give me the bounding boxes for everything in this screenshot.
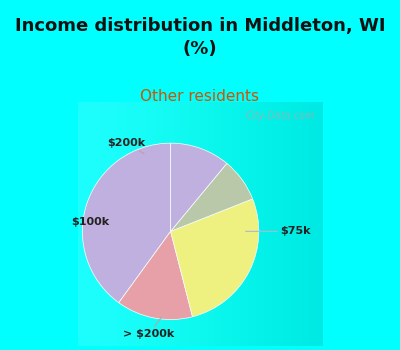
Text: > $200k: > $200k (123, 317, 174, 339)
Text: Income distribution in Middleton, WI
(%): Income distribution in Middleton, WI (%) (15, 18, 385, 58)
Text: $75k: $75k (246, 226, 311, 236)
Text: Other residents: Other residents (140, 89, 260, 104)
Wedge shape (119, 231, 192, 320)
Wedge shape (82, 143, 170, 303)
Wedge shape (170, 143, 227, 231)
Text: $200k: $200k (108, 138, 146, 154)
Text: $100k: $100k (71, 217, 109, 226)
Text: City-Data.com: City-Data.com (246, 111, 315, 121)
Wedge shape (170, 199, 259, 317)
Wedge shape (170, 163, 253, 231)
